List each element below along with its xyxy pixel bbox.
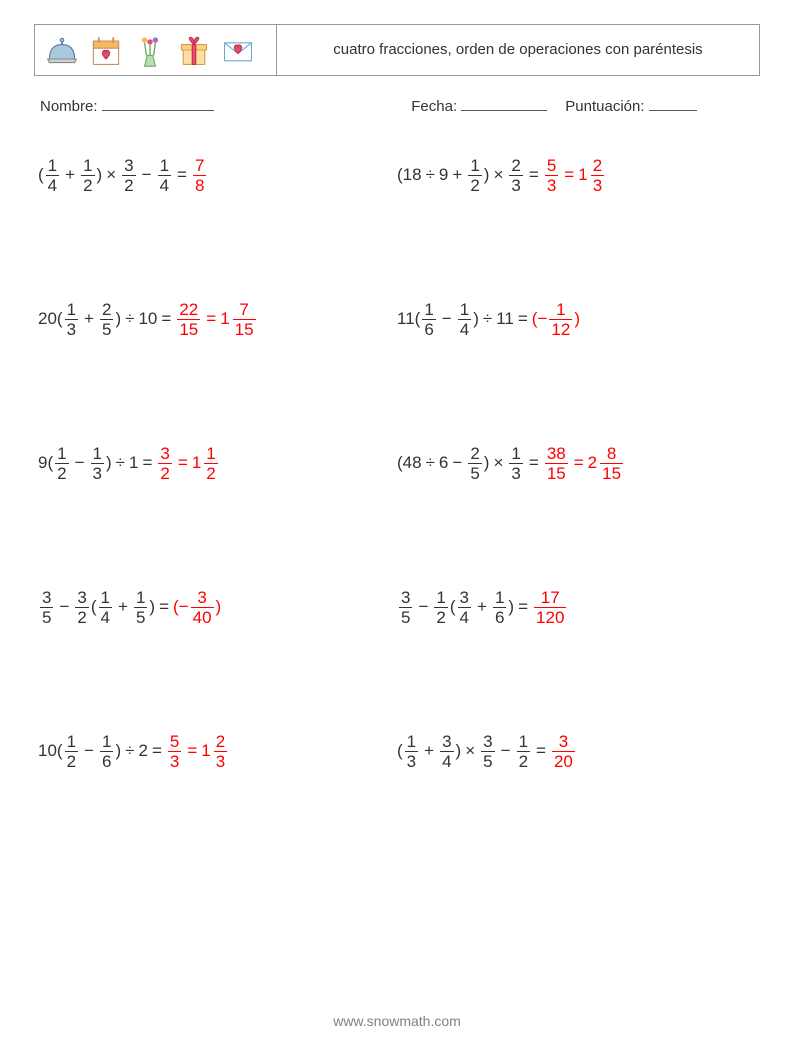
flower-bouquet-icon <box>131 31 169 69</box>
header-icons-row <box>35 25 277 75</box>
problem-cell: 20(13+25)÷10=2215=1715 <box>38 297 397 341</box>
date-label: Fecha: <box>411 98 457 115</box>
problem-cell: 9(12−13)÷1=32=112 <box>38 441 397 485</box>
footer-url: www.snowmath.com <box>0 1013 794 1029</box>
worksheet-title: cuatro fracciones, orden de operaciones … <box>277 25 759 75</box>
score-blank[interactable] <box>649 96 697 111</box>
problem-cell: 10(12−16)÷2=53=123 <box>38 729 397 773</box>
score-label: Puntuación: <box>565 98 644 115</box>
problem-cell: (48÷6−25)×13=3815=2815 <box>397 441 756 485</box>
problems-grid: (14+12)×32−14=78(18÷9+12)×23=53=123 20(13… <box>34 153 760 773</box>
problem-cell: (13+34)×35−12=320 <box>397 729 756 773</box>
problem-cell: 35−12(34+16)=17120 <box>397 585 756 629</box>
problem-cell: 35−32(14+15)=(−340) <box>38 585 397 629</box>
cloche-icon <box>43 31 81 69</box>
problem-cell: (14+12)×32−14=78 <box>38 153 397 197</box>
gift-icon <box>175 31 213 69</box>
problem-cell: (18÷9+12)×23=53=123 <box>397 153 756 197</box>
date-blank[interactable] <box>461 96 547 111</box>
name-blank[interactable] <box>102 96 214 111</box>
love-letter-icon <box>219 31 257 69</box>
worksheet-header: cuatro fracciones, orden de operaciones … <box>34 24 760 76</box>
calendar-heart-icon <box>87 31 125 69</box>
info-line: Nombre: Fecha: Puntuación: <box>34 96 760 115</box>
name-label: Nombre: <box>40 98 98 115</box>
problem-cell: 11(16−14)÷11=(−112) <box>397 297 756 341</box>
